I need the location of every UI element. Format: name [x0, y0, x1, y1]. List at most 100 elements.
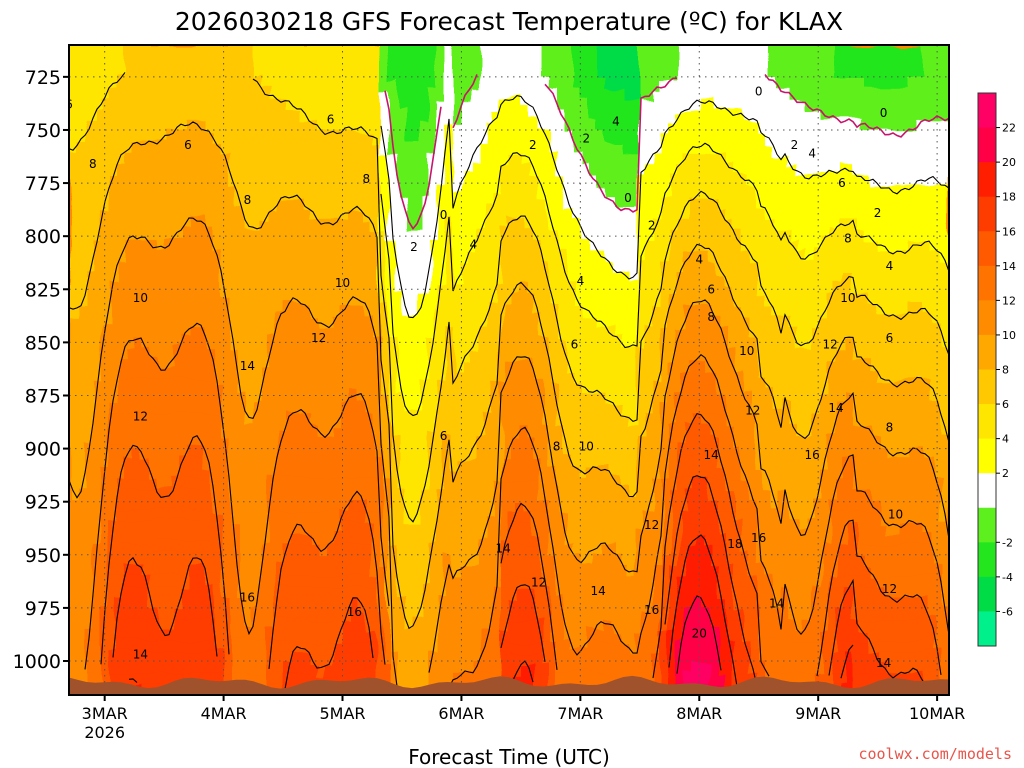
contour-label: 2 [874, 206, 882, 220]
contour-label: 14 [876, 656, 891, 670]
contour-label: 14 [591, 584, 606, 598]
isotherm-16 [112, 475, 926, 690]
contour-label: 4 [808, 146, 816, 160]
contour-label: 4 [886, 259, 894, 273]
contour-label: 8 [886, 420, 894, 434]
contour-label: 6 [65, 98, 73, 112]
colorbar-tick-label: -4 [1002, 571, 1013, 584]
contour-label: 20 [692, 626, 707, 640]
colorbar-swatch [978, 265, 996, 301]
colorbar-tick-label: -2 [1002, 536, 1013, 549]
contour-label: 10 [739, 344, 754, 358]
contour-label: 16 [644, 603, 659, 617]
colorbar-swatch [978, 196, 996, 232]
contour-label: 18 [727, 537, 742, 551]
y-tick-label: 775 [25, 173, 61, 195]
colorbar-legend: 22 20 18 16 14 12 10 8 6 4 2 -2 -4 -6 [977, 92, 1016, 647]
y-tick-label: 950 [25, 545, 61, 567]
contour-label: 14 [704, 448, 719, 462]
contour-label: 0 [440, 208, 448, 222]
contour-label: 12 [311, 331, 326, 345]
colorbar-swatch [978, 127, 996, 163]
contour-label: 4 [469, 238, 477, 252]
contour-label: 16 [240, 590, 255, 604]
y-tick-label: 750 [25, 120, 61, 142]
contour-label: 10 [335, 276, 350, 290]
contour-label: 10 [888, 507, 903, 521]
contour-label: 10 [133, 291, 148, 305]
contour-label: 12 [822, 338, 837, 352]
contour-label: 0 [755, 85, 763, 99]
contour-label: 2 [529, 138, 537, 152]
y-tick-label: 1000 [13, 651, 61, 673]
contour-label: 16 [805, 448, 820, 462]
y-tick-label: 975 [25, 598, 61, 620]
contour-label: 2 [791, 138, 799, 152]
y-tick-label: 725 [25, 67, 61, 89]
contour-label: 14 [240, 359, 255, 373]
contour-label: 2 [648, 219, 656, 233]
contour-label: 8 [362, 172, 370, 186]
x-tick-label: 5MAR [319, 704, 365, 723]
isotherm-12 [84, 322, 949, 688]
isotherm-10 [69, 217, 949, 687]
isotherm-0 [384, 74, 949, 230]
x-tick-label: 10MAR [909, 704, 965, 723]
source-credit: coolwx.com/models [858, 745, 1012, 763]
contour-label: 4 [695, 253, 703, 267]
plot-frame [68, 44, 950, 696]
terrain-surface [69, 675, 949, 695]
chart-title: 2026030218 GFS Forecast Temperature (ºC)… [175, 7, 843, 36]
contour-label: 6 [571, 338, 579, 352]
y-tick-label: 800 [25, 226, 61, 248]
contour-label: 4 [577, 274, 585, 288]
colorbar-swatch [978, 369, 996, 405]
contour-label: 12 [531, 575, 546, 589]
colorbar-tick-label: 8 [1002, 364, 1009, 377]
y-tick-label: 850 [25, 332, 61, 354]
colorbar-tick-label: 22 [1002, 122, 1016, 135]
colorbar-tick-label: 10 [1002, 329, 1016, 342]
contour-label: 14 [133, 648, 148, 662]
y-tick-label: 875 [25, 385, 61, 407]
isotherm-6 [69, 72, 949, 523]
x-tick-label: 7MAR [557, 704, 603, 723]
x-year-label: 2026 [84, 723, 125, 742]
contour-label: 6 [440, 429, 448, 443]
colorbar-swatch [978, 162, 996, 198]
colorbar-tick-label: 16 [1002, 225, 1016, 238]
colorbar-tick-label: 18 [1002, 191, 1016, 204]
contour-label: 0 [624, 191, 632, 205]
colorbar-tick-label: 6 [1002, 398, 1009, 411]
y-axis: 725 750 775 800 825 850 875 900 925 950 975 1000 [13, 67, 69, 673]
contour-label: 12 [882, 582, 897, 596]
contour-label: 4 [612, 115, 620, 129]
y-tick-label: 925 [25, 492, 61, 514]
contour-label: 14 [769, 597, 784, 611]
colorbar-swatch [978, 93, 996, 129]
x-tick-label: 4MAR [201, 704, 247, 723]
isotherm-4 [380, 142, 949, 417]
colorbar-tick-label: 2 [1002, 467, 1009, 480]
contour-label: 16 [347, 605, 362, 619]
contour-label: 6 [184, 138, 192, 152]
colorbar-swatch [978, 334, 996, 370]
plot-area: 6810121468141668101216206414212846102401… [65, 45, 949, 695]
contour-label: 2 [582, 132, 590, 146]
colorbar-swatch [978, 231, 996, 267]
colorbar-swatch [978, 438, 996, 474]
colorbar-swatch [978, 576, 996, 612]
x-tick-label: 9MAR [795, 704, 841, 723]
contour-label: 10 [840, 291, 855, 305]
colorbar-swatch [978, 611, 996, 647]
colorbar-tick-label: 20 [1002, 156, 1016, 169]
colorbar-swatch [978, 507, 996, 543]
contour-label: 16 [751, 531, 766, 545]
isotherm-8 [69, 121, 949, 630]
contour-label: 6 [707, 282, 715, 296]
contour-label: 12 [644, 518, 659, 532]
y-tick-label: 825 [25, 279, 61, 301]
colorbar-tick-label: 12 [1002, 294, 1016, 307]
contour-label: 0 [880, 106, 888, 120]
